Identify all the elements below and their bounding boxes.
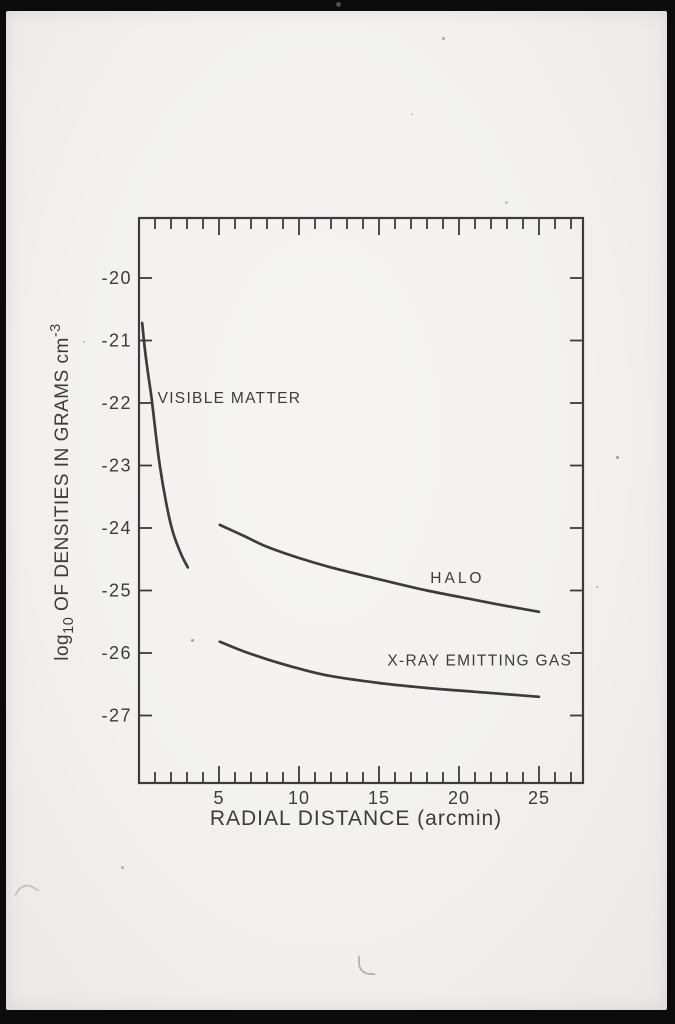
- curve-visible-matter: [140, 321, 190, 569]
- hair-artifact: [358, 955, 376, 975]
- plot-frame: [137, 216, 585, 785]
- y-tick-label: -23: [101, 456, 132, 476]
- y-tick-label: -25: [101, 581, 132, 601]
- x-axis-title: RADIAL DISTANCE (arcmin): [210, 807, 502, 830]
- dust-speck: [411, 113, 413, 115]
- curve-x-ray-emitting-gas: [218, 640, 541, 699]
- dust-speck: [191, 639, 194, 642]
- y-tick-label: -26: [101, 643, 132, 663]
- dust-speck: [336, 2, 341, 7]
- x-tick-label: 5: [213, 788, 224, 808]
- y-tick-label: -27: [101, 706, 132, 726]
- curve-halo: [218, 523, 541, 614]
- y-axis-ticks: [140, 277, 582, 717]
- slide-photo: [6, 2, 667, 1010]
- series-label-x-ray-emitting-gas: X-RAY EMITTING GAS: [387, 653, 572, 670]
- dust-speck: [505, 201, 508, 204]
- x-tick-label: 10: [288, 788, 310, 808]
- x-tick-labels: 5 10 15 20 25: [213, 788, 550, 808]
- x-tick-label: 25: [528, 788, 550, 808]
- y-tick-label: -21: [101, 331, 132, 351]
- y-tick-label: -24: [101, 518, 132, 538]
- y-axis-title: log10 OF DENSITIES IN GRAMS cm-3: [48, 323, 77, 660]
- dust-speck: [83, 341, 85, 343]
- x-tick-label: 15: [368, 788, 390, 808]
- dust-speck: [616, 456, 619, 459]
- y-tick-label: -22: [101, 393, 132, 413]
- x-axis-ticks: [154, 219, 572, 782]
- y-tick-labels: -20 -21 -22 -23 -24 -25 -26 -27: [101, 268, 132, 726]
- y-tick-label: -20: [101, 268, 132, 288]
- dust-speck: [121, 866, 124, 869]
- dust-speck: [442, 37, 445, 40]
- series-label-visible-matter: VISIBLE MATTER: [158, 390, 302, 407]
- x-tick-label: 20: [448, 788, 470, 808]
- dust-speck: [596, 586, 598, 588]
- series-label-halo: HALO: [430, 570, 484, 587]
